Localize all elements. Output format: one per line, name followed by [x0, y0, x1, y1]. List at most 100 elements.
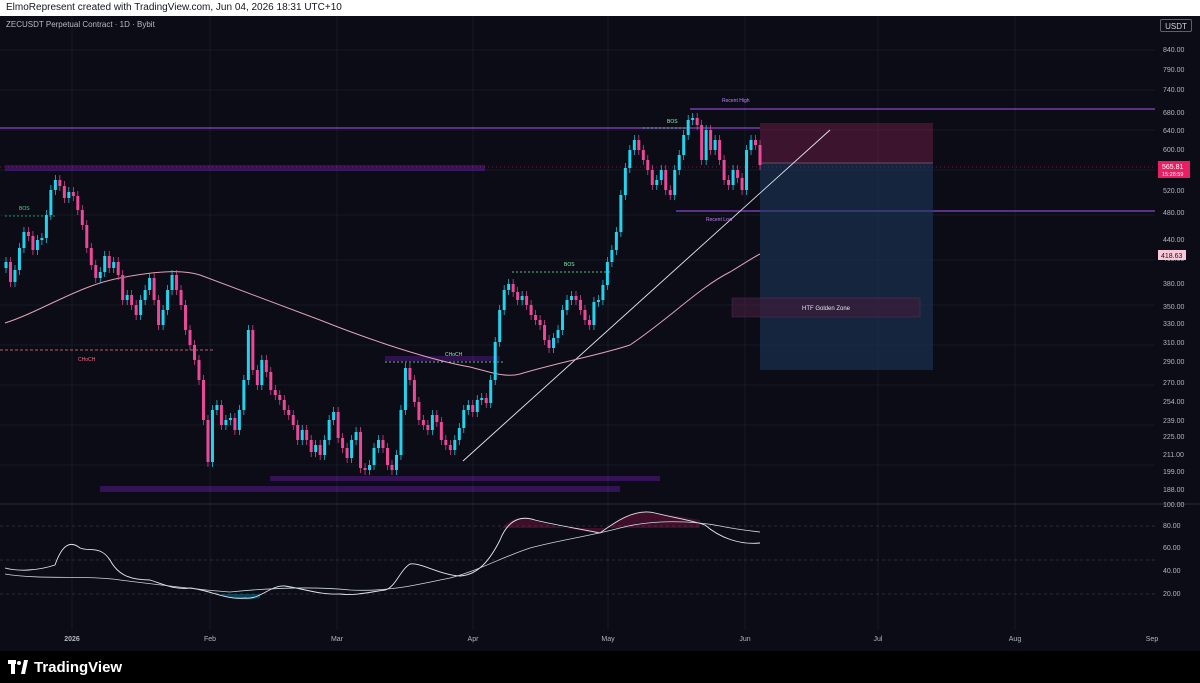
candle-body: [430, 415, 434, 430]
candle-body: [628, 150, 632, 168]
candle-body: [700, 125, 704, 160]
candle-body: [107, 256, 111, 268]
candle-body: [76, 196, 80, 210]
price-tick: 270.00: [1163, 380, 1185, 387]
annotation-golden-zone: HTF Golden Zone: [802, 306, 851, 312]
candle-body: [309, 440, 313, 452]
time-label: Sep: [1146, 636, 1159, 643]
candle-body: [134, 305, 138, 315]
demand-zone-bottom-1: [270, 476, 660, 481]
chart-drawing[interactable]: BOS CHoCH CHoCH BOS BOS Recent High Rece…: [0, 0, 1200, 651]
candle-body: [754, 140, 758, 145]
candle-body: [197, 360, 201, 380]
candle-body: [453, 440, 457, 450]
price-tick: 840.00: [1163, 47, 1185, 54]
candle-body: [709, 130, 713, 150]
candle-body: [498, 310, 502, 342]
candle-body: [619, 195, 623, 232]
candle-body: [650, 170, 654, 185]
candle-body: [103, 256, 107, 272]
candle-body: [224, 420, 228, 425]
time-label: Jun: [739, 636, 750, 643]
rsi-ma-line: [4, 521, 761, 593]
annotation-bos-apr: BOS: [564, 262, 575, 268]
candle-body: [35, 240, 39, 250]
candle-body: [677, 155, 681, 170]
candle-body: [184, 305, 188, 330]
candle-body: [359, 432, 363, 468]
candle-body: [403, 368, 407, 410]
tradingview-logo-icon: [8, 660, 28, 674]
candle-body: [601, 285, 605, 300]
moving-average: [4, 253, 761, 376]
candle-body: [444, 440, 448, 445]
candle-body: [745, 150, 749, 190]
candle-body: [246, 330, 250, 380]
last-price-label-bg: [1158, 161, 1190, 178]
candle-body: [547, 340, 551, 348]
candle-body: [574, 296, 578, 300]
rsi-line: [4, 511, 761, 599]
ma-label-bg: [1158, 250, 1186, 260]
candle-body: [412, 380, 416, 402]
chart-pane[interactable]: [0, 16, 1200, 651]
candle-body: [170, 275, 174, 290]
candle-body: [682, 135, 686, 155]
trendline: [462, 129, 831, 462]
candle-body: [323, 440, 327, 455]
candle-body: [740, 178, 744, 190]
candle-body: [722, 160, 726, 180]
candle-body: [368, 465, 372, 470]
candle-body: [713, 140, 717, 150]
time-label: Aug: [1009, 636, 1022, 643]
candle-body: [291, 415, 295, 425]
candle-body: [332, 412, 336, 420]
candle-body: [116, 262, 120, 275]
ma-label: 418.63: [1161, 253, 1183, 260]
candle-body: [610, 250, 614, 262]
candle-body: [125, 295, 129, 300]
indicator-axis: 100.00 80.00 60.00 40.00 20.00: [1163, 502, 1185, 598]
candle-body: [475, 400, 479, 412]
time-axis: 2026 Feb Mar Apr May Jun Jul Aug Sep: [64, 636, 1158, 643]
candle-body: [112, 262, 116, 268]
candle-body: [484, 398, 488, 403]
candle-body: [201, 380, 205, 420]
tradingview-logo[interactable]: TradingView: [8, 659, 122, 676]
candle-body: [646, 160, 650, 170]
price-tick: 225.00: [1163, 434, 1185, 441]
candle-body: [570, 296, 573, 300]
price-tick: 310.00: [1163, 340, 1185, 347]
candle-body: [53, 180, 57, 190]
candle-body: [354, 432, 358, 440]
candle-body: [578, 300, 582, 310]
candle-body: [179, 290, 183, 305]
candle-body: [318, 445, 322, 455]
oversold-fill: [215, 592, 260, 600]
candle-body: [399, 410, 403, 455]
candle-body: [704, 130, 708, 160]
price-tick: 520.00: [1163, 188, 1185, 195]
candle-body: [31, 236, 35, 250]
candle-body: [439, 422, 443, 440]
price-tick: 254.00: [1163, 399, 1185, 406]
currency-selector[interactable]: USDT: [1160, 19, 1192, 32]
candle-body: [507, 284, 511, 290]
short-target-zone: [760, 163, 933, 370]
candle-body: [233, 418, 237, 430]
attribution-bar: ElmoRepresent created with TradingView.c…: [0, 0, 1200, 16]
candle-body: [520, 296, 524, 300]
candle-body: [727, 180, 731, 185]
short-risk-zone: [760, 123, 933, 163]
candle-body: [148, 278, 152, 290]
candle-body: [287, 410, 291, 415]
price-tick: 199.00: [1163, 469, 1185, 476]
candle-body: [206, 420, 210, 462]
candle-body: [26, 232, 30, 236]
candle-body: [210, 410, 214, 462]
candle-body: [394, 455, 398, 470]
price-tick: 680.00: [1163, 110, 1185, 117]
candle-body: [614, 232, 618, 250]
candle-body: [152, 278, 156, 300]
price-tick: 239.00: [1163, 418, 1185, 425]
